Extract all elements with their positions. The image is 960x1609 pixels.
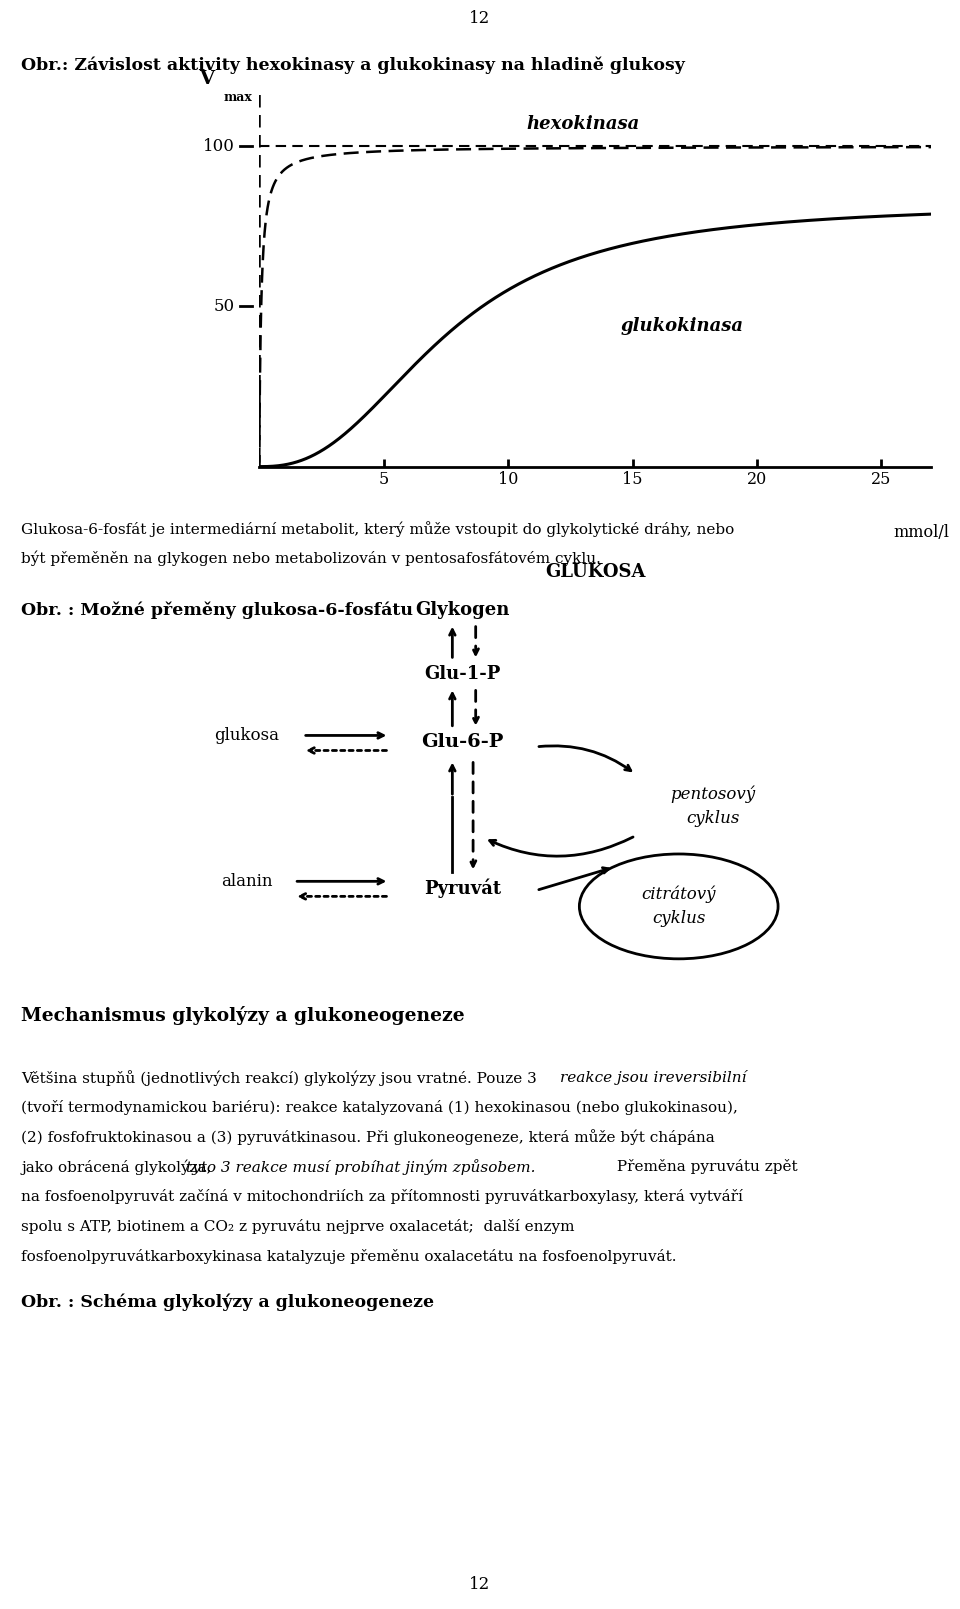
Text: GLUKOSA: GLUKOSA [545,563,645,581]
Text: reakce jsou ireversibilní: reakce jsou ireversibilní [560,1070,746,1084]
Text: Mechanismus glykolýzy a glukoneogeneze: Mechanismus glykolýzy a glukoneogeneze [21,1006,465,1025]
Text: Většina stupňů (jednotlivých reakcí) glykolýzy jsou vratné. Pouze 3: Většina stupňů (jednotlivých reakcí) gly… [21,1070,541,1086]
Text: 12: 12 [469,11,491,27]
Text: max: max [224,92,252,105]
Text: Pyruvát: Pyruvát [424,879,501,898]
Text: 12: 12 [469,1575,491,1593]
Text: Obr. : Možné přeměny glukosa-6-fosfátu: Obr. : Možné přeměny glukosa-6-fosfátu [21,602,413,619]
Text: fosfoenolpyruvátkarboxykinasa katalyzuje přeměnu oxalacetátu na fosfoenolpyruvát: fosfoenolpyruvátkarboxykinasa katalyzuje… [21,1249,677,1263]
Text: jako obrácená glykolýza,: jako obrácená glykolýza, [21,1158,217,1175]
Text: glukosa: glukosa [214,727,279,743]
Text: hexokinasa: hexokinasa [526,114,639,134]
Text: citrátový
cyklus: citrátový cyklus [641,887,716,927]
Text: Obr.: Závislost aktivity hexokinasy a glukokinasy na hladině glukosy: Obr.: Závislost aktivity hexokinasy a gl… [21,56,685,74]
Text: glukokinasa: glukokinasa [621,317,744,335]
Text: (tvoří termodynamickou bariéru): reakce katalyzovaná (1) hexokinasou (nebo gluko: (tvoří termodynamickou bariéru): reakce … [21,1101,738,1115]
Text: (2) fosfofruktokinasou a (3) pyruvátkinasou. Při glukoneogeneze, která může být : (2) fosfofruktokinasou a (3) pyruvátkina… [21,1130,715,1146]
Text: tyto 3 reakce musí probíhat jiným způsobem.: tyto 3 reakce musí probíhat jiným způsob… [186,1158,536,1175]
Text: Glu-6-P: Glu-6-P [421,734,504,751]
Text: na fosfoenolpyruvát začíná v mitochondriích za přítomnosti pyruvátkarboxylasy, k: na fosfoenolpyruvát začíná v mitochondri… [21,1189,743,1204]
Text: 50: 50 [214,298,235,315]
Text: spolu s ATP, biotinem a CO₂ z pyruvátu nejprve oxalacetát;  další enzym: spolu s ATP, biotinem a CO₂ z pyruvátu n… [21,1220,575,1234]
Text: 100: 100 [204,138,235,154]
Text: Glykogen: Glykogen [416,602,510,619]
Text: alanin: alanin [221,872,273,890]
Text: mmol/l: mmol/l [894,525,949,541]
Text: V: V [199,69,214,87]
Text: Glu-1-P: Glu-1-P [424,665,501,682]
Text: Přeměna pyruvátu zpět: Přeměna pyruvátu zpět [612,1158,797,1175]
Text: být přeměněn na glykogen nebo metabolizován v pentosafosfátovém cyklu.: být přeměněn na glykogen nebo metabolizo… [21,550,601,566]
Text: Obr. : Schéma glykolýzy a glukoneogeneze: Obr. : Schéma glykolýzy a glukoneogeneze [21,1294,434,1311]
Text: pentosový
cyklus: pentosový cyklus [671,785,756,827]
Text: Glukosa-6-fosfát je intermediární metabolit, který může vstoupit do glykolytické: Glukosa-6-fosfát je intermediární metabo… [21,521,734,537]
